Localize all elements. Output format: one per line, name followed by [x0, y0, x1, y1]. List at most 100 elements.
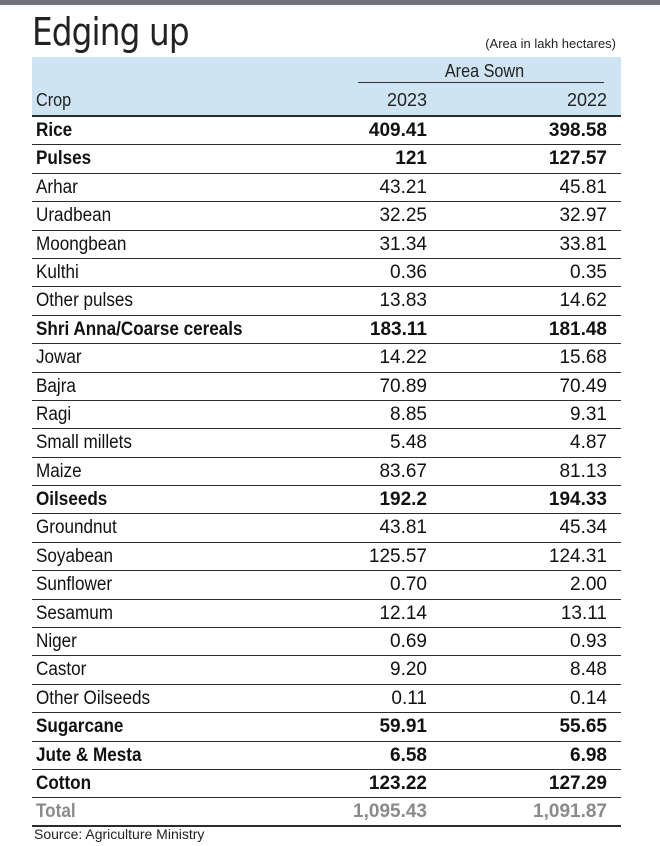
crop-cell: Maize [36, 460, 82, 482]
value-2023-cell: 0.70 [390, 574, 427, 596]
crop-cell: Jowar [36, 347, 82, 369]
table-row: Bajra 70.89 70.49 [32, 373, 621, 401]
table-row: Shri Anna/Coarse cereals 183.11 181.48 [32, 316, 621, 345]
value-2023-cell: 0.11 [391, 687, 427, 709]
value-2022-cell: 6.98 [570, 744, 607, 766]
area-sown-header: Area Sown [444, 61, 525, 81]
table-row: Jowar 14.22 15.68 [32, 344, 621, 373]
total-row: Total 1,095.43 1,091.87 [32, 798, 621, 827]
value-2022-cell: 45.34 [559, 517, 607, 539]
value-2022-cell: 9.31 [570, 403, 607, 425]
value-2023-cell: 121 [395, 148, 427, 170]
table-row: Soyabean 125.57 124.31 [32, 543, 621, 572]
value-2022-cell: 0.93 [570, 631, 607, 653]
value-2022-cell: 4.87 [570, 432, 607, 454]
value-2022-cell: 14.62 [559, 290, 607, 312]
table-row: Castor 9.20 8.48 [32, 656, 621, 685]
crop-cell: Sesamum [36, 602, 113, 624]
header-divider [358, 82, 604, 83]
table-row: Arhar 43.21 45.81 [32, 174, 621, 203]
value-2023-cell: 409.41 [368, 120, 427, 141]
table-row: Ragi 8.85 9.31 [32, 401, 621, 430]
value-2022-cell: 33.81 [559, 233, 607, 255]
value-2023-cell: 0.69 [390, 631, 427, 653]
crop-cell: Cotton [36, 772, 92, 794]
crop-cell: Oilseeds [36, 489, 108, 511]
table-row: Maize 83.67 81.13 [32, 458, 621, 487]
table-row: Sesamum 12.14 13.11 [32, 600, 621, 629]
value-2022-cell: 127.57 [548, 148, 607, 170]
crop-cell: Arhar [36, 176, 78, 198]
table-row: Kulthi 0.36 0.35 [32, 259, 621, 288]
value-2022-cell: 124.31 [548, 545, 607, 567]
year-2022-header: 2022 [566, 90, 607, 110]
page-title: Edging up [32, 10, 190, 54]
year-2023-header: 2023 [386, 90, 427, 110]
value-2023-cell: 83.67 [379, 460, 427, 482]
table-body: Rice 409.41 398.58 Pulses 121 127.57 Arhar 43.2… [32, 117, 621, 799]
crop-cell: Ragi [36, 403, 72, 425]
unit-note: (Area in lakh hectares) [485, 36, 616, 51]
value-2023-cell: 123.22 [368, 772, 427, 794]
value-2022-cell: 32.97 [559, 205, 607, 227]
value-2022-cell: 127.29 [548, 772, 607, 794]
crop-cell: Jute & Mesta [36, 744, 142, 766]
crop-cell: Other pulses [36, 290, 133, 312]
value-2022-cell: 13.11 [560, 602, 607, 624]
table-row: Groundnut 43.81 45.34 [32, 514, 621, 543]
value-2023-cell: 32.25 [379, 205, 427, 227]
value-2022-cell: 55.65 [559, 716, 607, 738]
crop-cell: Groundnut [36, 517, 117, 539]
crop-cell: Small millets [36, 432, 132, 454]
table-row: Small millets 5.48 4.87 [32, 429, 621, 458]
source-note: Source: Agriculture Ministry [34, 826, 205, 842]
total-2023: 1,095.43 [353, 801, 427, 823]
total-2022: 1,091.87 [533, 801, 607, 823]
table-row: Moongbean 31.34 33.81 [32, 231, 621, 259]
value-2022-cell: 0.35 [570, 261, 607, 283]
crop-cell: Uradbean [36, 205, 112, 227]
table-row: Other pulses 13.83 14.62 [32, 287, 621, 316]
value-2022-cell: 2.00 [570, 574, 607, 596]
crop-cell: Kulthi [36, 261, 79, 283]
value-2023-cell: 183.11 [369, 318, 427, 340]
table-row: Jute & Mesta 6.58 6.98 [32, 742, 621, 770]
value-2023-cell: 43.21 [379, 176, 427, 198]
crop-cell: Castor [36, 659, 87, 681]
table-row: Other Oilseeds 0.11 0.14 [32, 685, 621, 714]
crop-column-header: Crop [36, 90, 72, 110]
value-2023-cell: 59.91 [379, 716, 427, 738]
crop-cell: Rice [36, 120, 73, 141]
crop-cell: Other Oilseeds [36, 687, 151, 709]
value-2023-cell: 8.85 [390, 403, 427, 425]
crop-cell: Moongbean [36, 233, 127, 255]
value-2023-cell: 0.36 [390, 261, 427, 283]
area-sown-table: Area Sown Crop 2023 2022 Rice 409.41 398.5… [32, 57, 621, 827]
crop-cell: Shri Anna/Coarse cereals [36, 318, 243, 340]
value-2023-cell: 5.48 [390, 432, 427, 454]
total-label: Total [36, 801, 76, 823]
table-row: Sunflower 0.70 2.00 [32, 571, 621, 600]
table-row: Sugarcane 59.91 55.65 [32, 713, 621, 742]
value-2022-cell: 8.48 [570, 659, 607, 681]
crop-cell: Bajra [36, 375, 76, 397]
value-2022-cell: 194.33 [548, 489, 607, 511]
value-2023-cell: 31.34 [379, 233, 427, 255]
value-2023-cell: 125.57 [368, 545, 427, 567]
value-2022-cell: 398.58 [548, 120, 607, 141]
table-header: Area Sown Crop 2023 2022 [32, 57, 621, 115]
value-2022-cell: 0.14 [570, 687, 607, 709]
value-2023-cell: 12.14 [379, 602, 427, 624]
crop-cell: Soyabean [36, 545, 114, 567]
table-row: Uradbean 32.25 32.97 [32, 202, 621, 231]
value-2022-cell: 70.49 [559, 375, 607, 397]
crop-cell: Sunflower [36, 574, 113, 596]
value-2023-cell: 43.81 [379, 517, 427, 539]
crop-cell: Sugarcane [36, 716, 124, 738]
value-2023-cell: 70.89 [379, 375, 427, 397]
value-2023-cell: 14.22 [379, 347, 427, 369]
crop-cell: Niger [36, 631, 77, 653]
table-row: Rice 409.41 398.58 [32, 117, 621, 146]
value-2023-cell: 6.58 [390, 744, 427, 766]
value-2023-cell: 13.83 [379, 290, 427, 312]
